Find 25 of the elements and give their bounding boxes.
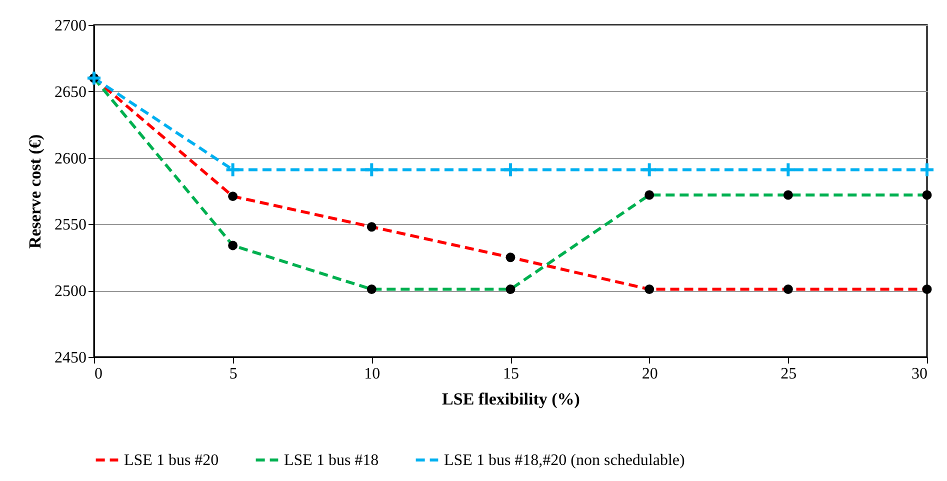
y-tick-label: 2500 xyxy=(54,283,86,300)
point xyxy=(918,162,936,178)
legend-label: LSE 1 bus #20 xyxy=(124,452,219,469)
point xyxy=(502,162,519,178)
y-tick-label: 2550 xyxy=(54,216,86,234)
y-tick-label: 2600 xyxy=(54,150,86,168)
y-tick-label: 2450 xyxy=(54,350,86,366)
point xyxy=(641,162,658,178)
x-tick-label: 5 xyxy=(229,366,238,382)
x-tick-label: 25 xyxy=(780,366,797,382)
point xyxy=(86,70,102,86)
point xyxy=(780,162,796,178)
x-tick-label: 30 xyxy=(912,366,928,382)
x-tick-label: 10 xyxy=(364,366,380,382)
y-tick-label: 2700 xyxy=(54,18,86,34)
x-tick-label: 15 xyxy=(503,366,519,382)
x-tick-label: 0 xyxy=(94,366,102,382)
x-axis-title: LSE flexibility (%) xyxy=(442,390,580,408)
y-tick-label: 2650 xyxy=(54,84,86,101)
point xyxy=(364,162,380,178)
x-tick-label: 20 xyxy=(642,366,658,382)
y-axis-title: Reserve cost (€) xyxy=(26,134,44,249)
legend-label: LSE 1 bus #18 xyxy=(284,452,379,469)
point xyxy=(224,162,241,178)
legend-label: LSE 1 bus #18,#20 (non schedulable) xyxy=(444,452,685,469)
